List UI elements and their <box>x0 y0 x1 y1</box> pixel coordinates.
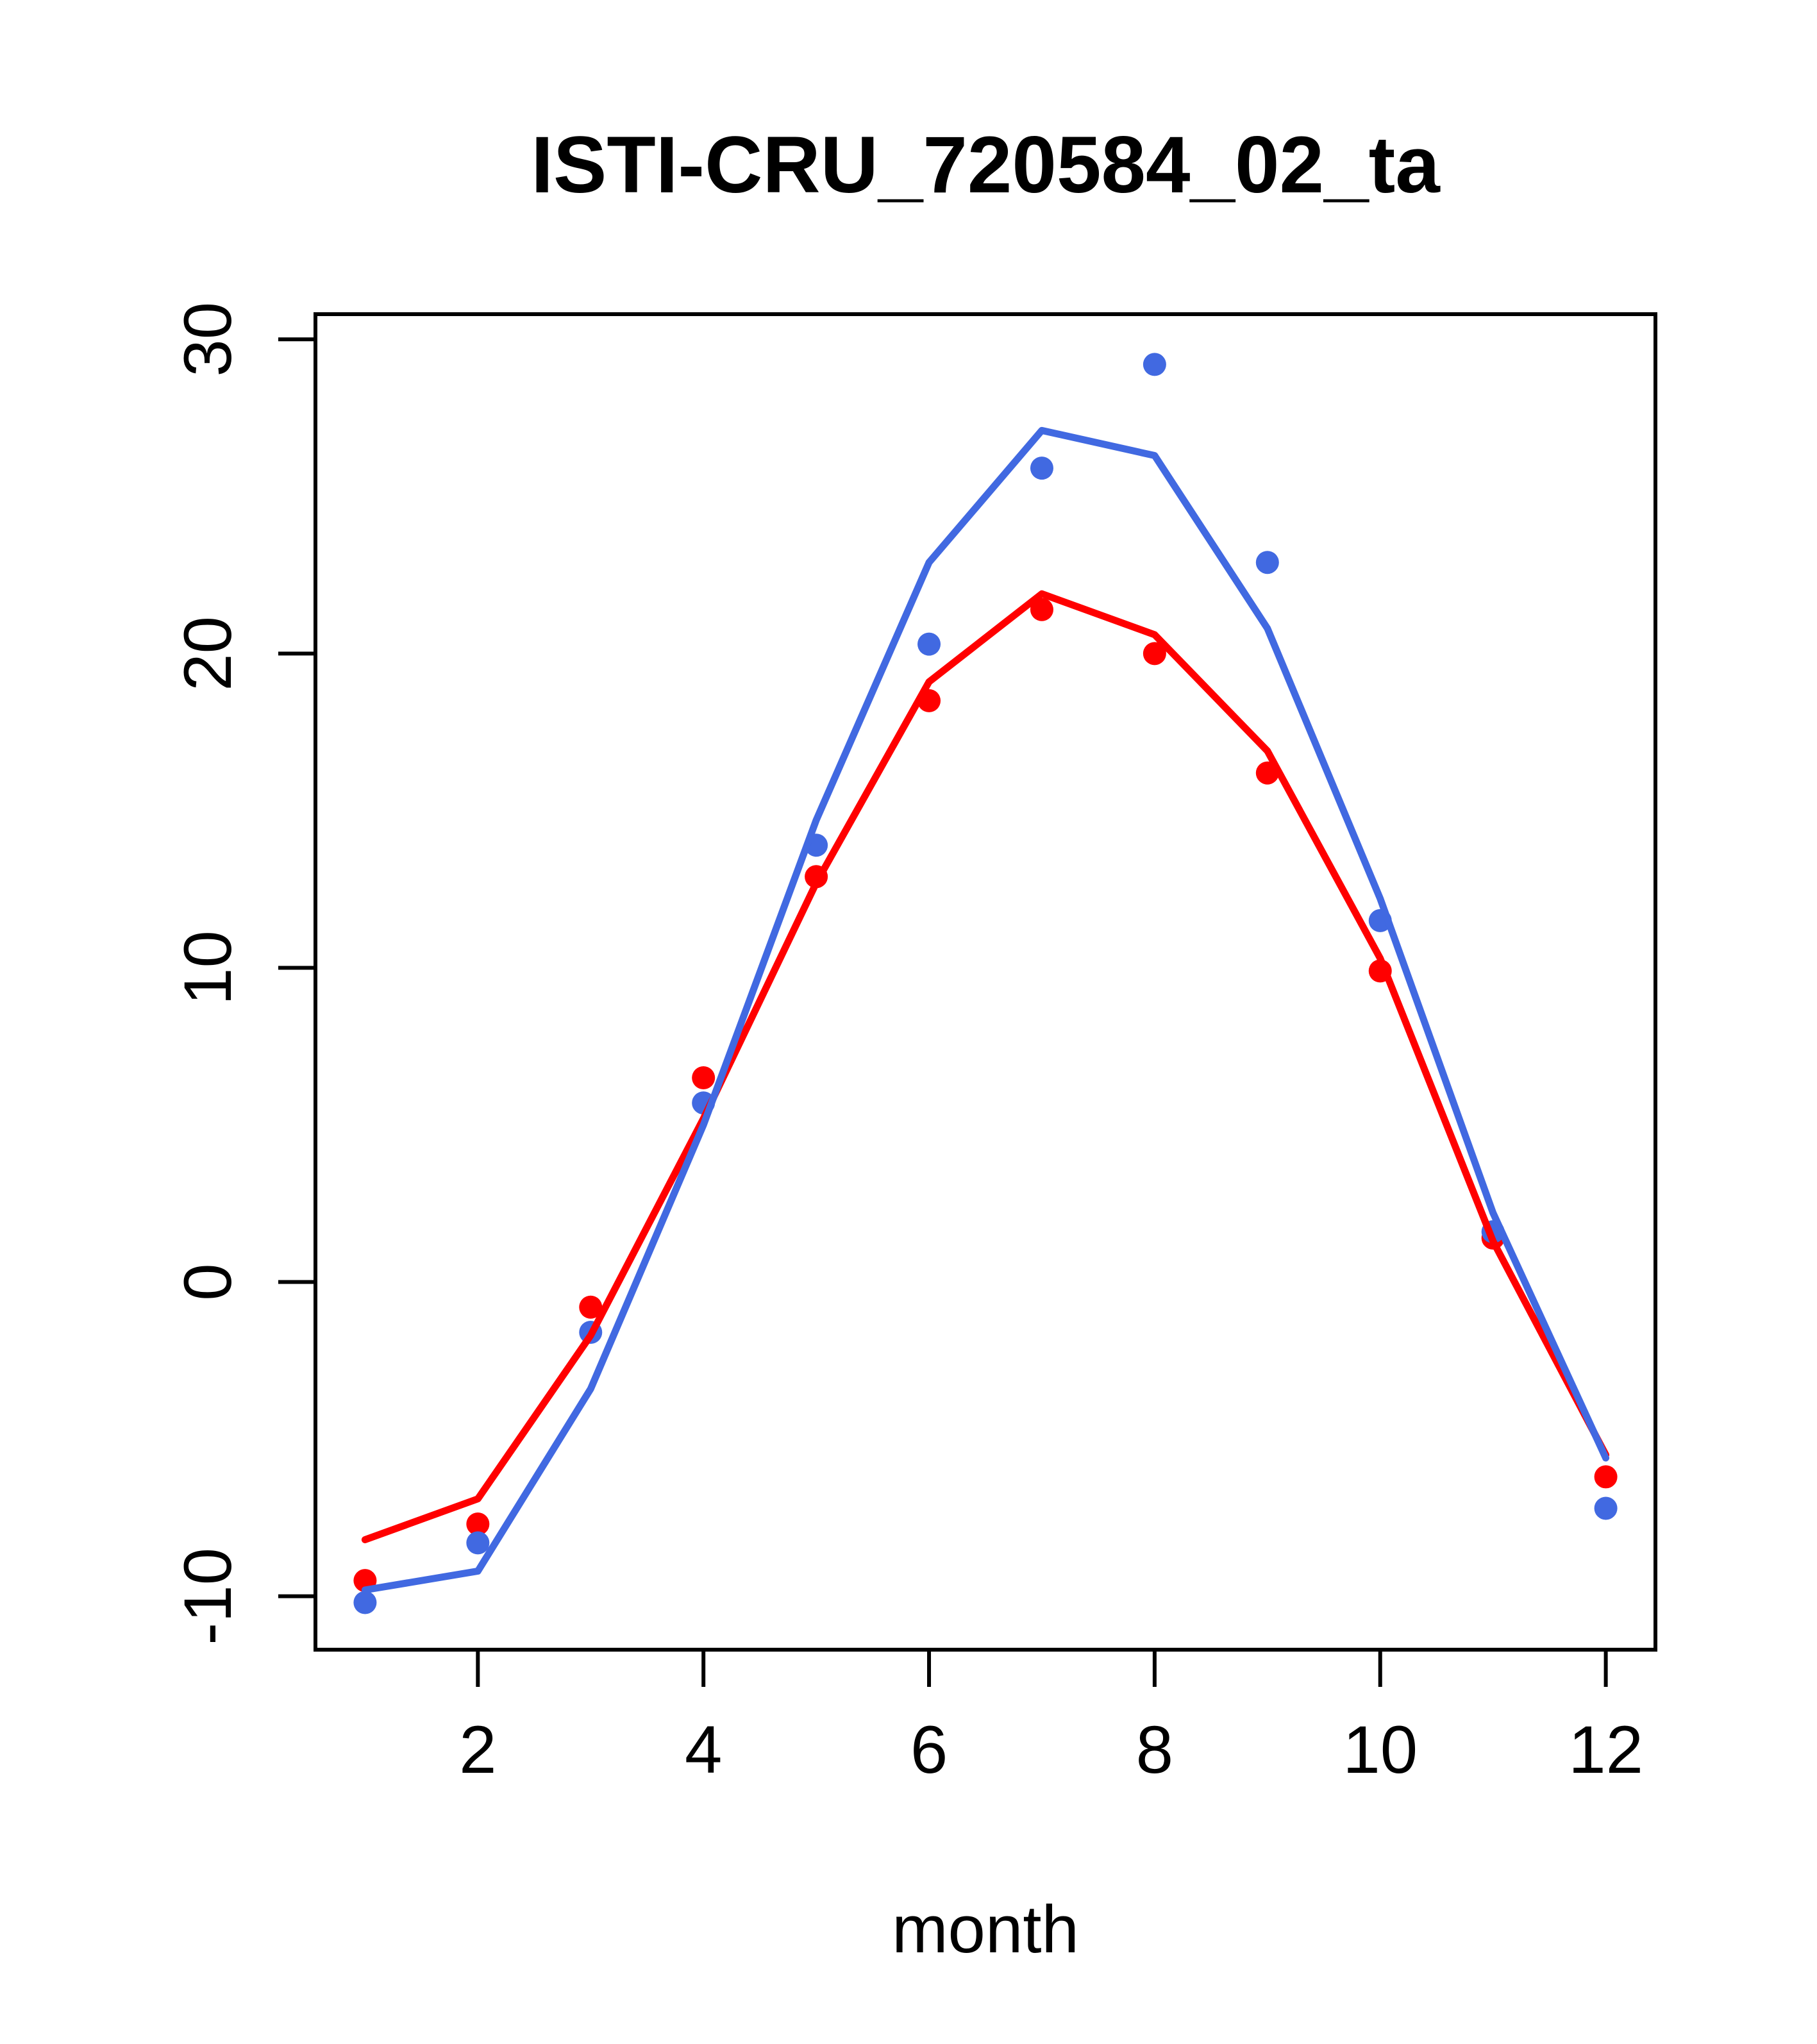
blue-point <box>353 1591 377 1614</box>
red-line-series <box>361 590 1610 1543</box>
blue-line-series <box>361 426 1610 1594</box>
x-axis-title: month <box>892 1892 1079 1967</box>
y-tick-label: 10 <box>171 930 246 1005</box>
x-tick-label: 12 <box>1568 1713 1643 1788</box>
blue-point <box>1143 353 1166 376</box>
plot-series <box>353 353 1618 1614</box>
red-point <box>579 1295 603 1319</box>
red-point <box>1143 642 1166 666</box>
red-point <box>1594 1465 1618 1489</box>
plot-border <box>314 312 1657 1652</box>
x-tick-label: 4 <box>685 1713 722 1788</box>
x-tick-label: 2 <box>459 1713 496 1788</box>
blue-point <box>1030 457 1053 480</box>
y-tick-label: 30 <box>171 302 246 377</box>
y-tick-label: 20 <box>171 616 246 691</box>
red-point <box>466 1512 490 1536</box>
x-tick-label: 10 <box>1343 1713 1418 1788</box>
y-tick-label: 0 <box>171 1263 246 1300</box>
x-tick-label: 8 <box>1136 1713 1173 1788</box>
blue-point <box>1255 551 1279 574</box>
axis-tick-labels: 2 4 6 8 10 12 -10 0 10 20 30 <box>171 302 1643 1788</box>
chart-title: ISTI-CRU_720584_02_ta <box>531 121 1441 210</box>
red-point <box>1030 598 1053 621</box>
blue-point <box>466 1531 490 1555</box>
y-tick-label: -10 <box>171 1548 246 1645</box>
blue-point <box>1594 1496 1618 1520</box>
blue-point <box>917 632 941 656</box>
axis-ticks <box>278 337 1608 1687</box>
red-point <box>692 1066 716 1089</box>
x-tick-label: 6 <box>910 1713 948 1788</box>
